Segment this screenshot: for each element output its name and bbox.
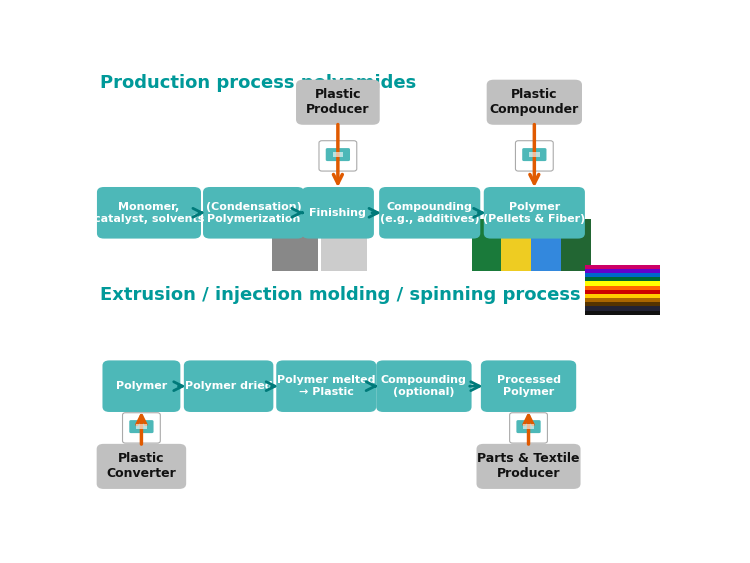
FancyBboxPatch shape <box>585 282 661 285</box>
Text: Parts & Textile
Producer: Parts & Textile Producer <box>477 453 580 480</box>
FancyBboxPatch shape <box>380 187 480 239</box>
FancyBboxPatch shape <box>487 80 582 125</box>
Text: Polymer: Polymer <box>116 381 167 391</box>
Text: Polymer dried: Polymer dried <box>184 381 272 391</box>
FancyBboxPatch shape <box>376 360 472 412</box>
FancyBboxPatch shape <box>585 269 661 273</box>
FancyBboxPatch shape <box>302 187 374 239</box>
FancyBboxPatch shape <box>122 413 160 443</box>
FancyBboxPatch shape <box>296 80 380 125</box>
FancyBboxPatch shape <box>272 219 319 271</box>
FancyBboxPatch shape <box>136 425 146 429</box>
FancyBboxPatch shape <box>476 444 580 489</box>
FancyBboxPatch shape <box>103 360 180 412</box>
FancyBboxPatch shape <box>585 265 661 269</box>
FancyBboxPatch shape <box>585 311 661 315</box>
Text: Polymer melted
→ Plastic: Polymer melted → Plastic <box>277 376 376 397</box>
FancyBboxPatch shape <box>522 148 547 161</box>
FancyBboxPatch shape <box>517 420 541 433</box>
Text: Production process polyamides: Production process polyamides <box>100 74 416 92</box>
FancyBboxPatch shape <box>326 148 350 161</box>
FancyBboxPatch shape <box>484 187 585 239</box>
FancyBboxPatch shape <box>97 187 201 239</box>
FancyBboxPatch shape <box>515 141 554 171</box>
Text: Monomer,
catalyst, solvents: Monomer, catalyst, solvents <box>94 202 204 224</box>
Text: Compounding
(optional): Compounding (optional) <box>381 376 466 397</box>
FancyBboxPatch shape <box>585 298 661 302</box>
FancyBboxPatch shape <box>319 141 357 171</box>
FancyBboxPatch shape <box>97 444 186 489</box>
FancyBboxPatch shape <box>585 302 661 306</box>
FancyBboxPatch shape <box>585 290 661 294</box>
Text: Compounding
(e.g., additives): Compounding (e.g., additives) <box>380 202 479 224</box>
Text: Polymer
(Pellets & Fiber): Polymer (Pellets & Fiber) <box>483 202 586 224</box>
FancyBboxPatch shape <box>129 420 154 433</box>
Text: Finishing: Finishing <box>310 208 366 218</box>
FancyBboxPatch shape <box>531 219 561 271</box>
Text: Plastic
Converter: Plastic Converter <box>106 453 176 480</box>
FancyBboxPatch shape <box>184 360 273 412</box>
FancyBboxPatch shape <box>321 219 367 271</box>
FancyBboxPatch shape <box>585 306 661 311</box>
FancyBboxPatch shape <box>472 219 501 271</box>
FancyBboxPatch shape <box>585 273 661 277</box>
FancyBboxPatch shape <box>501 219 531 271</box>
FancyBboxPatch shape <box>585 285 661 290</box>
Text: Plastic
Producer: Plastic Producer <box>306 88 370 116</box>
FancyBboxPatch shape <box>481 360 576 412</box>
Text: Plastic
Compounder: Plastic Compounder <box>490 88 579 116</box>
FancyBboxPatch shape <box>333 152 343 157</box>
FancyBboxPatch shape <box>524 425 534 429</box>
FancyBboxPatch shape <box>203 187 304 239</box>
Text: Processed
Polymer: Processed Polymer <box>496 376 560 397</box>
Text: Extrusion / injection molding / spinning process: Extrusion / injection molding / spinning… <box>100 287 580 305</box>
FancyBboxPatch shape <box>561 219 591 271</box>
FancyBboxPatch shape <box>510 413 548 443</box>
Text: (Condensation)
Polymerization: (Condensation) Polymerization <box>206 202 302 224</box>
FancyBboxPatch shape <box>585 294 661 298</box>
FancyBboxPatch shape <box>530 152 539 157</box>
FancyBboxPatch shape <box>585 277 661 282</box>
FancyBboxPatch shape <box>276 360 376 412</box>
